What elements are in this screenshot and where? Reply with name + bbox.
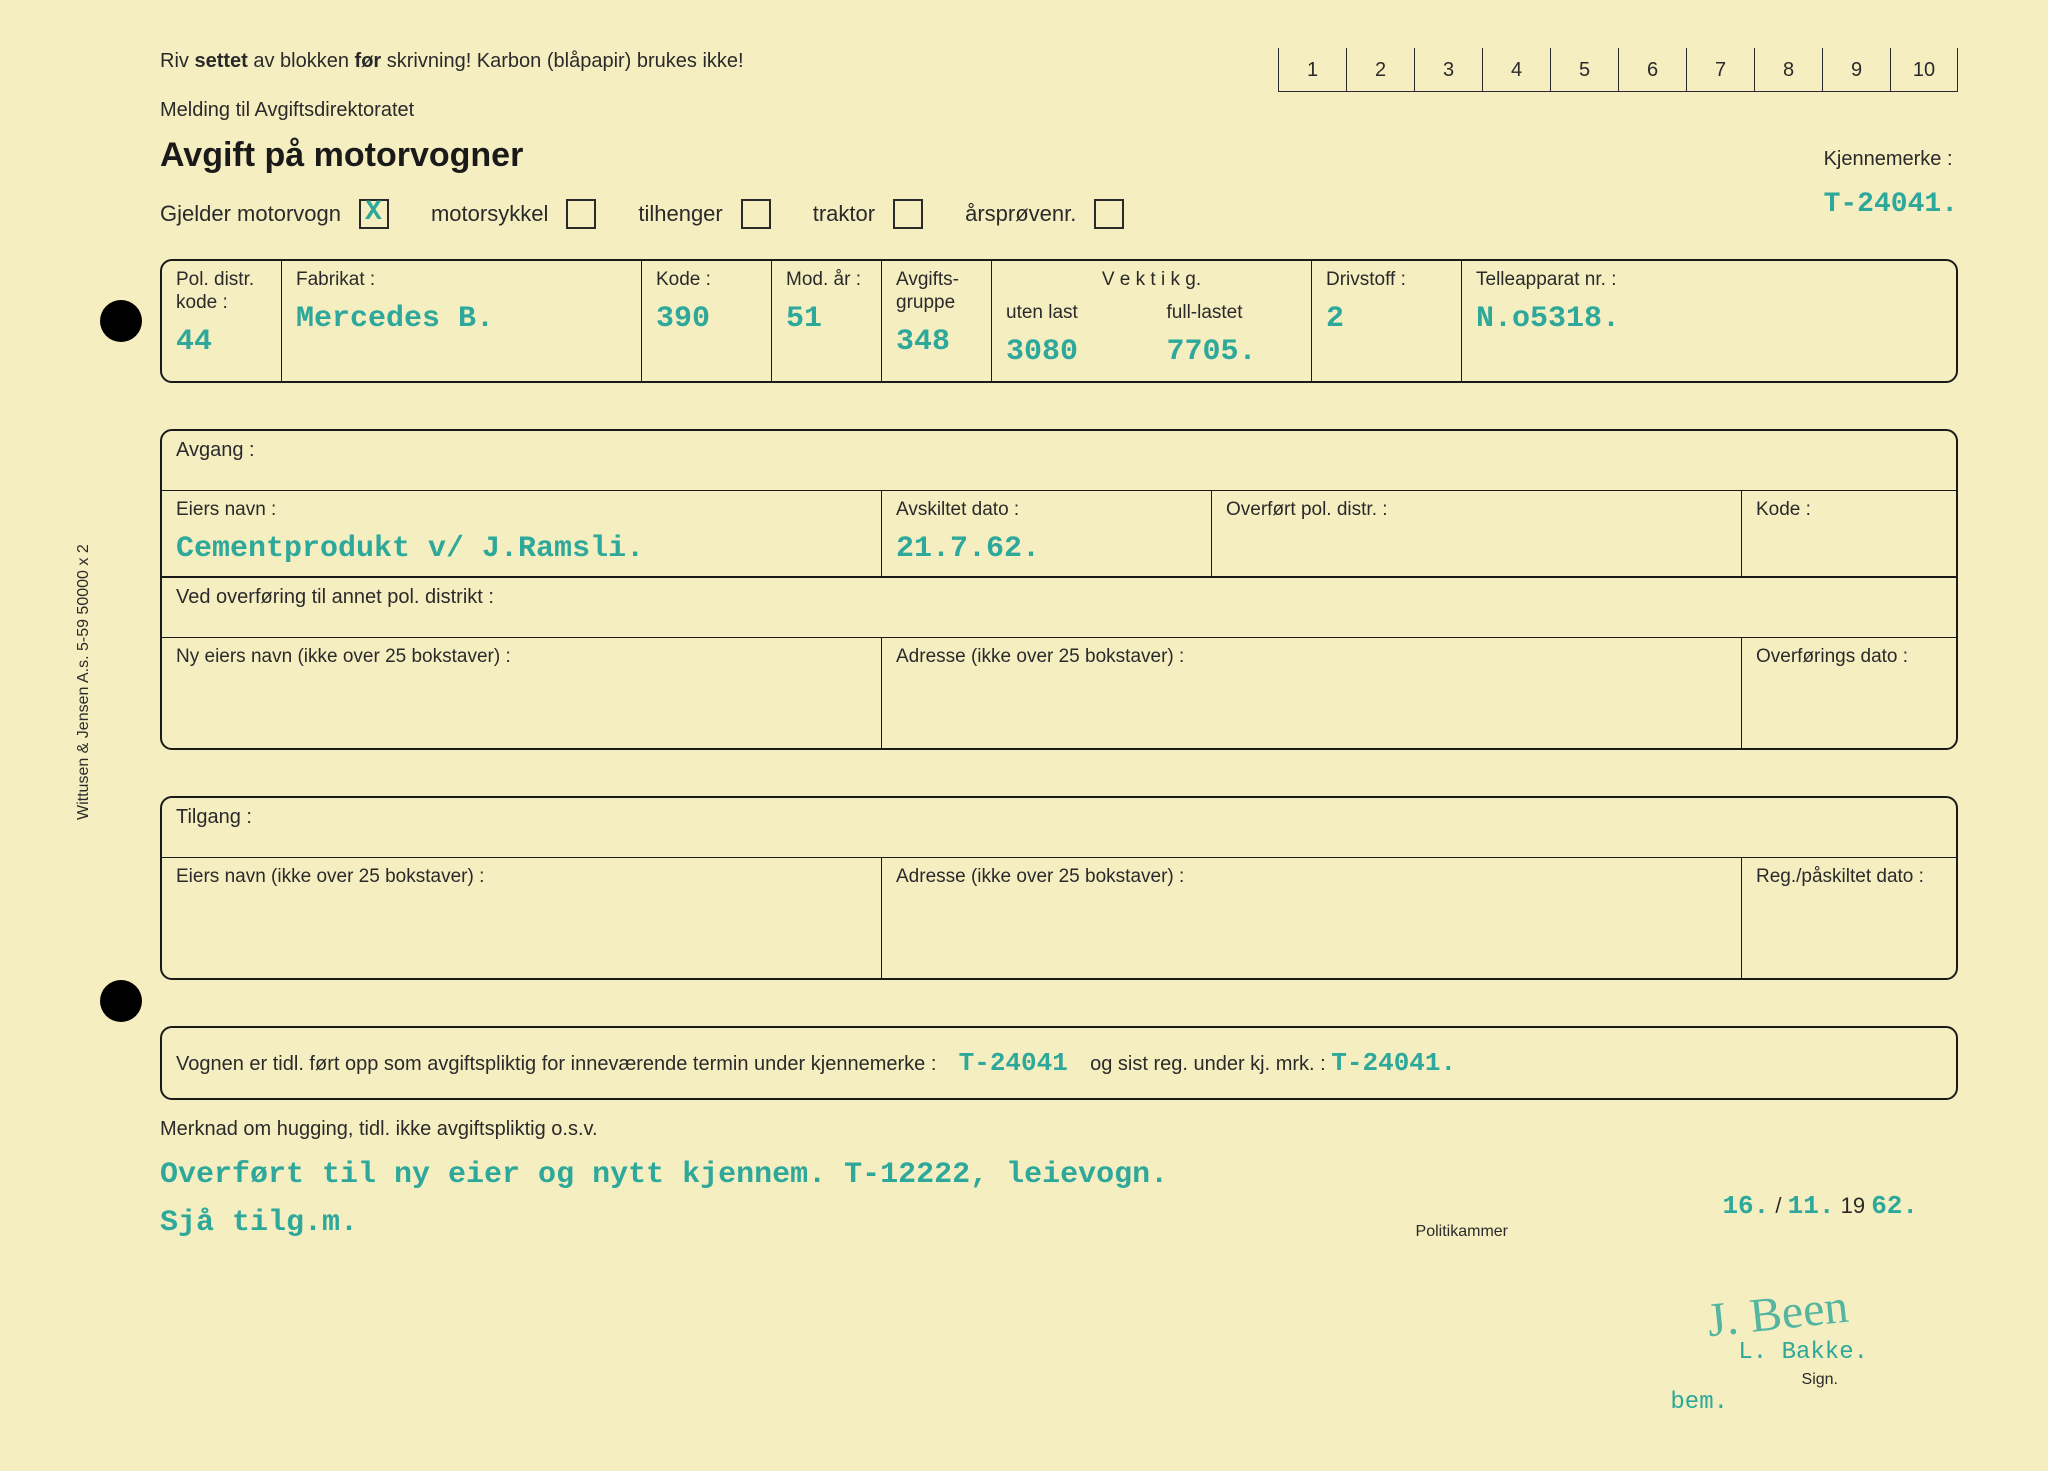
- kjennemerke-value: T-24041.: [1824, 189, 1958, 220]
- cell-label: Overført pol. distr. :: [1226, 499, 1727, 522]
- vognen-text2: og sist reg. under kj. mrk. :: [1090, 1053, 1326, 1075]
- number-cell: 7: [1686, 48, 1754, 92]
- page-title: Avgift på motorvogner: [160, 136, 1958, 175]
- vekt-label: V e k t i k g.: [1006, 269, 1297, 292]
- cell-label: Adresse (ikke over 25 bokstaver) :: [896, 866, 1727, 889]
- kjennemerke-box: Kjennemerke : T-24041.: [1824, 148, 1958, 220]
- number-cell: 5: [1550, 48, 1618, 92]
- date-prefix: 19: [1841, 1193, 1865, 1218]
- cell-label: Eiers navn :: [176, 499, 867, 522]
- cell-label: Telleapparat nr. :: [1476, 269, 1942, 292]
- vognen-value2: T-24041.: [1331, 1048, 1456, 1078]
- checkbox-traktor[interactable]: [893, 199, 923, 229]
- checkrow-prefix: Gjelder motorvogn: [160, 201, 341, 227]
- checkbox-label: traktor: [813, 201, 875, 227]
- number-cell: 9: [1822, 48, 1890, 92]
- cell-label: Avgifts- gruppe: [896, 269, 977, 315]
- date-month: 11.: [1788, 1191, 1835, 1221]
- date-line: 16. / 11. 19 62.: [1722, 1191, 1918, 1221]
- checkbox-label: årsprøvenr.: [965, 201, 1076, 227]
- checkbox-arsprovenr[interactable]: [1094, 199, 1124, 229]
- cell-value: 3080: [1006, 335, 1137, 369]
- cell-label: Overførings dato :: [1756, 646, 1942, 669]
- cell-label: Pol. distr. kode :: [176, 269, 267, 315]
- vognen-line: Vognen er tidl. ført opp som avgiftsplik…: [162, 1038, 1470, 1088]
- header-row: Pol. distr. kode : 44 Fabrikat : Mercede…: [162, 261, 1956, 381]
- kjennemerke-label: Kjennemerke :: [1824, 148, 1958, 171]
- politikammer-label: Politikammer: [1416, 1223, 1508, 1241]
- cell-label: uten last: [1006, 302, 1137, 325]
- number-cell: 6: [1618, 48, 1686, 92]
- cell-label: Fabrikat :: [296, 269, 627, 292]
- cell-value: 348: [896, 325, 977, 359]
- number-cell: 2: [1346, 48, 1414, 92]
- cell-value: 7705.: [1167, 335, 1298, 369]
- cell-label: Drivstoff :: [1326, 269, 1447, 292]
- cell-label: Reg./påskiltet dato :: [1756, 866, 1942, 889]
- cell-label: Eiers navn (ikke over 25 bokstaver) :: [176, 866, 867, 889]
- checkbox-label: motorsykkel: [431, 201, 548, 227]
- punch-hole: [100, 300, 142, 342]
- cell-label: Ny eiers navn (ikke over 25 bokstaver) :: [176, 646, 867, 669]
- number-scale: 1 2 3 4 5 6 7 8 9 10: [1278, 48, 1958, 92]
- cell-value: Mercedes B.: [296, 302, 627, 336]
- cell-value: 51: [786, 302, 867, 336]
- number-cell: 1: [1278, 48, 1346, 92]
- cell-value: 44: [176, 325, 267, 359]
- cell-label: Mod. år :: [786, 269, 867, 292]
- sign-label: Sign.: [1802, 1371, 1838, 1389]
- cell-label: Avskiltet dato :: [896, 499, 1197, 522]
- date-sep: /: [1775, 1193, 1781, 1218]
- checkbox-motorsykkel[interactable]: [566, 199, 596, 229]
- checkbox-tilhenger[interactable]: [741, 199, 771, 229]
- sign-name: L. Bakke.: [1738, 1339, 1868, 1366]
- vognen-value1: T-24041: [959, 1048, 1068, 1078]
- cell-label: Kode :: [1756, 499, 1942, 522]
- subtitle: Melding til Avgiftsdirektoratet: [160, 99, 1958, 122]
- section-avgang: Avgang :: [162, 431, 269, 490]
- cell-label: full-lastet: [1167, 302, 1298, 325]
- cell-value: N.o5318.: [1476, 302, 1942, 336]
- checkbox-label: tilhenger: [638, 201, 722, 227]
- checkbox-motorvogn[interactable]: [359, 199, 389, 229]
- number-cell: 4: [1482, 48, 1550, 92]
- cell-value: 21.7.62.: [896, 532, 1197, 566]
- section-tilgang: Tilgang :: [162, 798, 266, 857]
- bem-text: bem.: [1670, 1389, 1728, 1416]
- cell-label: Adresse (ikke over 25 bokstaver) :: [896, 646, 1727, 669]
- number-cell: 8: [1754, 48, 1822, 92]
- merknad-label: Merknad om hugging, tidl. ikke avgiftspl…: [160, 1118, 1958, 1141]
- vehicle-type-row: Gjelder motorvogn motorsykkel tilhenger …: [160, 199, 1958, 229]
- punch-hole: [100, 980, 142, 1022]
- cell-value: 390: [656, 302, 757, 336]
- number-cell: 3: [1414, 48, 1482, 92]
- merknad-typed: Overført til ny eier og nytt kjennem. T-…: [160, 1151, 1958, 1247]
- date-year: 62.: [1871, 1191, 1918, 1221]
- number-cell: 10: [1890, 48, 1958, 92]
- date-day: 16.: [1722, 1191, 1769, 1221]
- vognen-text1: Vognen er tidl. ført opp som avgiftsplik…: [176, 1053, 936, 1075]
- signature: J. Been: [1704, 1279, 1850, 1348]
- cell-label: Kode :: [656, 269, 757, 292]
- cell-value: 2: [1326, 302, 1447, 336]
- cell-value: Cementprodukt v/ J.Ramsli.: [176, 532, 867, 566]
- printer-mark: Wittusen & Jensen A.s. 5-59 50000 x 2: [75, 544, 93, 820]
- ved-overforing-label: Ved overføring til annet pol. distrikt :: [162, 578, 508, 637]
